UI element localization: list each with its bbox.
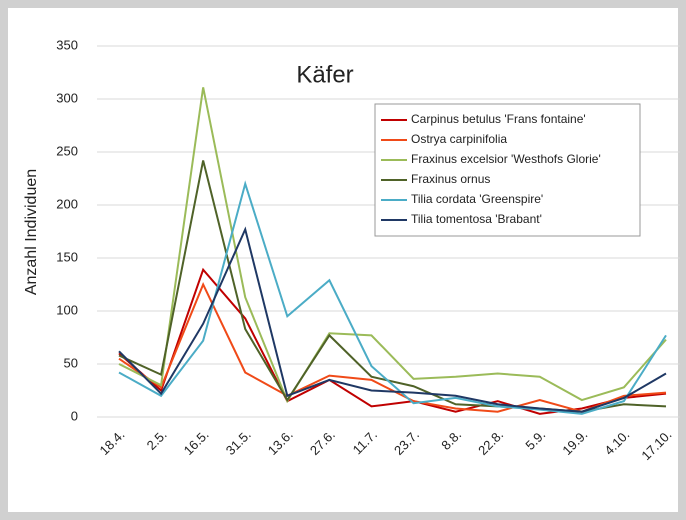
- legend-label: Carpinus betulus 'Frans fontaine': [411, 112, 586, 126]
- series-line: [118, 282, 667, 413]
- y-tick-label: 300: [56, 90, 78, 105]
- legend-box: [374, 103, 641, 237]
- legend-label: Tilia cordata 'Greenspire': [411, 192, 543, 206]
- y-axis-label: Anzahl Individuen: [23, 169, 40, 295]
- y-tick-label: 200: [56, 196, 78, 211]
- legend-label: Fraxinus excelsior 'Westhofs Glorie': [411, 152, 601, 166]
- series-line: [118, 87, 667, 404]
- series-line: [118, 180, 667, 415]
- y-tick-label: 350: [56, 37, 78, 52]
- y-tick-label: 250: [56, 143, 78, 158]
- y-tick-label: 100: [56, 302, 78, 317]
- y-tick-label: 50: [64, 355, 78, 370]
- series-line: [118, 226, 667, 413]
- y-tick-label: 0: [71, 408, 78, 423]
- legend-label: Tilia tomentosa 'Brabant': [411, 212, 542, 226]
- legend-label: Ostrya carpinifolia: [411, 132, 507, 146]
- y-tick-label: 150: [56, 249, 78, 264]
- legend-label: Fraxinus ornus: [411, 172, 490, 186]
- chart-title: Käfer: [296, 61, 353, 88]
